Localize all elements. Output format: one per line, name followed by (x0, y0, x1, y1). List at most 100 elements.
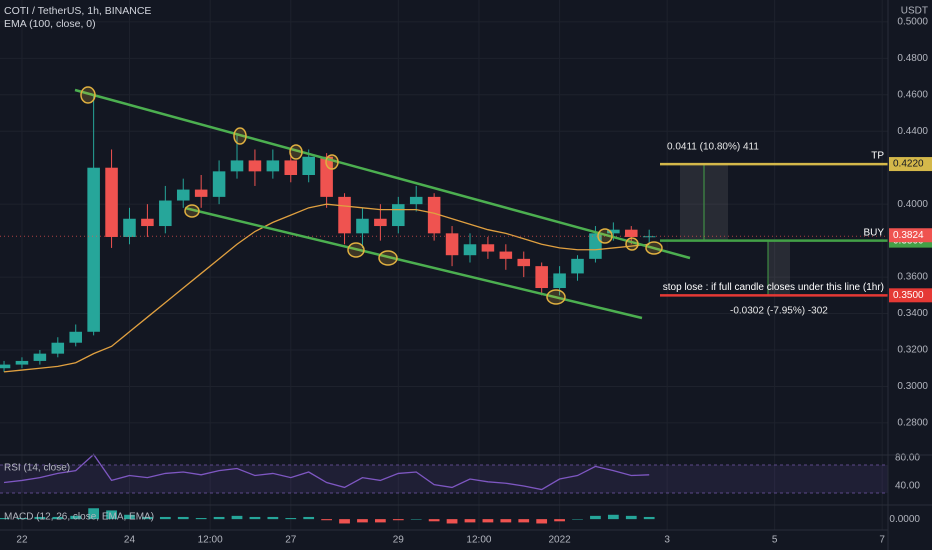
candle-body (499, 251, 513, 259)
macd-bar (213, 516, 225, 520)
candle-body (159, 200, 172, 227)
candle-body (176, 189, 190, 201)
candle-body (87, 167, 100, 332)
candle-body (463, 244, 477, 256)
candle-body (338, 196, 351, 234)
y-tick-label: 0.3200 (897, 345, 928, 356)
plot: 0.5000 0.4800 0.4600 0.4400 0.4000 0.3600 0.34… (0, 17, 932, 546)
y-tick-label: 0.3600 (897, 272, 928, 283)
lower-trendline (184, 206, 643, 320)
x-tick-label: 24 (124, 535, 136, 546)
x-tick-label: 5 (772, 535, 778, 546)
x-tick-label: 7 (879, 535, 885, 546)
candle-body (123, 218, 136, 237)
candle-body (374, 218, 387, 227)
macd-bar (231, 515, 243, 520)
touch (289, 144, 303, 160)
candle-body (642, 236, 656, 238)
x-tick-label: 29 (393, 535, 405, 546)
candle-body (302, 156, 315, 175)
touch (625, 237, 639, 251)
macd-bar (482, 519, 494, 523)
macd-bar (446, 519, 458, 524)
grid (0, 0, 888, 530)
level-price-box (889, 288, 932, 303)
candle-body (33, 353, 47, 361)
x-tick-label: 22 (16, 535, 28, 546)
candle-body (517, 258, 531, 267)
candle-body (427, 196, 441, 234)
level-caption: BUY (863, 227, 884, 238)
candle-body (51, 342, 65, 354)
macd-bar (536, 519, 548, 524)
candle-body (15, 360, 29, 365)
rsi-title: RSI (14, close) (4, 463, 70, 474)
y-tick-label: 0.4600 (897, 89, 928, 100)
candle-body (105, 167, 118, 237)
y-tick-label: 0.3000 (897, 381, 928, 392)
candle-body (535, 266, 548, 289)
currency: USDT (901, 6, 928, 17)
candle-body (571, 258, 584, 274)
macd-bar (392, 519, 404, 521)
macd-bar (410, 519, 422, 520)
rsi-tick-label: 80.00 (895, 453, 920, 464)
candle-body (141, 218, 154, 227)
candle-body (320, 156, 333, 197)
candle-body (356, 218, 369, 234)
macd-bar (124, 514, 135, 520)
candle-body (230, 160, 244, 172)
macd-bar (321, 519, 332, 521)
candle-body (69, 331, 82, 343)
macd-bar (464, 519, 476, 523)
macd-bar (554, 519, 565, 522)
candle-body (409, 196, 423, 205)
touch (347, 242, 365, 258)
macd-bar (428, 519, 440, 522)
level-caption: TP (871, 151, 884, 162)
y-tick-label: 0.4400 (897, 126, 928, 137)
macd-bar (518, 519, 530, 523)
ema-line (3, 203, 650, 373)
touch-markers (80, 86, 663, 305)
macd-bar (500, 519, 512, 523)
touch (378, 250, 398, 266)
candle-body (481, 244, 495, 252)
touch (325, 154, 339, 170)
macd-bar (34, 516, 46, 520)
loss-zone (768, 240, 790, 295)
y-tick-label: 0.4000 (897, 199, 928, 210)
touch (80, 86, 96, 104)
macd-bar (303, 516, 315, 520)
candle-body (266, 160, 280, 172)
candle-body (284, 160, 298, 175)
candle-body (607, 229, 620, 234)
touch (184, 204, 200, 218)
level-caption: stop lose : if full candle closes under … (663, 282, 884, 293)
macd-bar (267, 516, 279, 520)
last-price-box (889, 228, 932, 243)
macd-bar (590, 515, 601, 520)
level-price-box (889, 157, 932, 172)
macd-bar (643, 516, 655, 520)
y-tick-label: 0.5000 (897, 17, 928, 28)
macd-bar (249, 516, 261, 520)
candle-body (248, 160, 262, 172)
touch (645, 241, 663, 255)
macd-bar (339, 519, 350, 524)
candle-body (553, 273, 566, 289)
profit-annotation: 0.0411 (10.80%) 411 (667, 142, 759, 153)
symbol: COTI / TetherUS, 1h, BINANCE (4, 5, 151, 17)
touch (597, 228, 613, 244)
macd-bar (357, 519, 368, 523)
x-tick-label: 27 (285, 535, 297, 546)
macd-bar (177, 516, 189, 520)
x-tick-label: 2022 (548, 535, 571, 546)
macd-bar (285, 518, 297, 520)
macd-bar (16, 518, 28, 520)
x-tick-label: 3 (664, 535, 670, 546)
macd-bar (572, 519, 583, 520)
candle-body (194, 189, 208, 197)
